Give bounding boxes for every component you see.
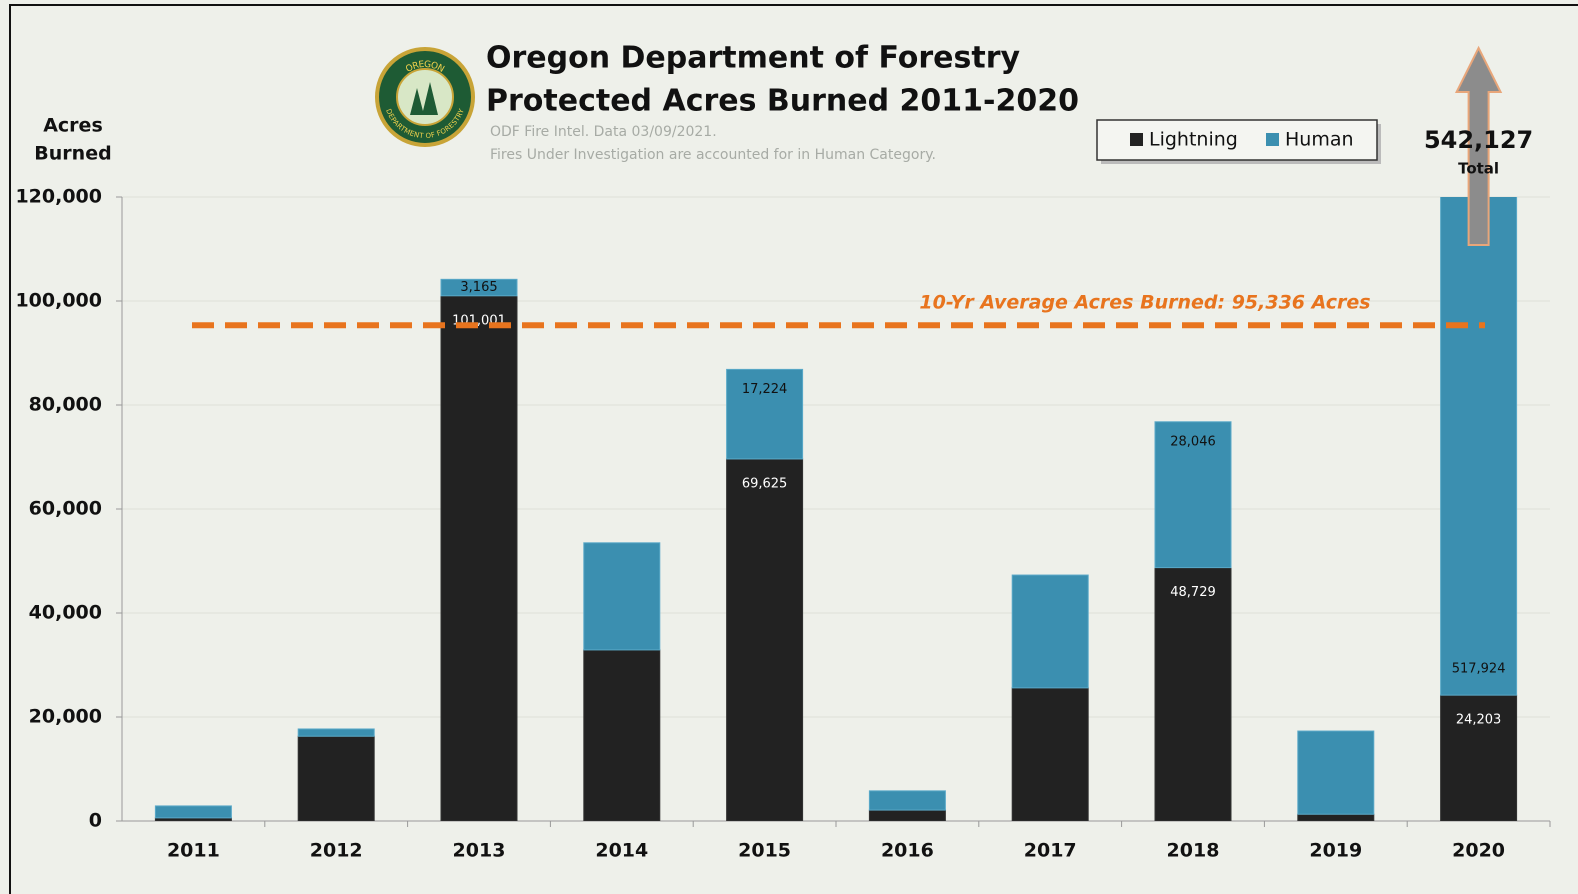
logo: OREGON DEPARTMENT OF FORESTRY — [375, 47, 475, 147]
legend-swatch — [1266, 133, 1279, 146]
bar-segment — [1011, 687, 1089, 821]
x-tick-label: 2011 — [167, 840, 220, 862]
y-tick-label: 60,000 — [29, 498, 102, 520]
value-label: 69,625 — [742, 476, 788, 491]
y-tick-label: 20,000 — [29, 706, 102, 728]
bar-segment — [1440, 197, 1518, 696]
x-tick-label: 2012 — [310, 840, 363, 862]
bar-segment — [154, 805, 232, 819]
bar-segment — [1154, 567, 1232, 821]
legend-box — [1096, 119, 1378, 161]
total-value: 542,127 — [1424, 126, 1533, 154]
subtitle: Fires Under Investigation are accounted … — [490, 147, 936, 163]
value-label: 24,203 — [1456, 713, 1502, 728]
value-label: 48,729 — [1170, 585, 1216, 600]
plot-area — [154, 197, 1518, 821]
bar-segment — [297, 735, 375, 821]
y-tick-label: 0 — [89, 810, 102, 832]
x-tick-label: 2015 — [738, 840, 791, 862]
bar-segment — [1011, 574, 1089, 689]
x-tick-label: 2016 — [881, 840, 934, 862]
legend: Lightning Human — [1096, 119, 1381, 164]
bar-segment — [1154, 421, 1232, 569]
y-axis-label: Burned — [34, 143, 111, 165]
value-label: 517,924 — [1452, 662, 1506, 677]
bar-segment — [1297, 730, 1375, 815]
legend-label: Human — [1285, 129, 1354, 151]
chart-title: Protected Acres Burned 2011-2020 — [486, 84, 1079, 119]
y-tick-label: 120,000 — [15, 186, 102, 208]
average-label: 10-Yr Average Acres Burned: 95,336 Acres — [919, 292, 1370, 314]
y-tick-label: 100,000 — [15, 290, 102, 312]
y-axis-label: Acres — [43, 115, 103, 137]
bar-segment — [868, 790, 946, 811]
logo-text: OREGON — [404, 59, 446, 74]
value-label: 17,224 — [742, 382, 788, 397]
y-tick-label: 80,000 — [29, 394, 102, 416]
bar-segment — [440, 295, 518, 821]
total-caption: Total — [1458, 160, 1499, 178]
bar-segment — [583, 649, 661, 821]
value-label: 28,046 — [1170, 434, 1216, 449]
bar-segment — [726, 368, 804, 460]
subtitle: ODF Fire Intel. Data 03/09/2021. — [490, 124, 717, 140]
x-tick-label: 2018 — [1167, 840, 1220, 862]
chart-title: Oregon Department of Forestry — [486, 41, 1021, 76]
bar-segment — [440, 278, 518, 297]
bar-segment — [1440, 694, 1518, 821]
bar-segment — [583, 542, 661, 651]
x-tick-label: 2020 — [1452, 840, 1505, 862]
bar-segment — [868, 809, 946, 821]
value-label: 3,165 — [460, 280, 497, 295]
bar-segment — [297, 728, 375, 737]
frame — [9, 4, 1578, 894]
y-tick-label: 40,000 — [29, 602, 102, 624]
bar-segment — [1297, 813, 1375, 821]
legend-swatch — [1130, 133, 1143, 146]
x-tick-label: 2019 — [1309, 840, 1362, 862]
x-tick-label: 2013 — [453, 840, 506, 862]
x-tick-label: 2014 — [595, 840, 648, 862]
x-tick-label: 2017 — [1024, 840, 1077, 862]
total-arrow — [1454, 45, 1503, 246]
bar-segment — [726, 458, 804, 821]
legend-label: Lightning — [1149, 129, 1238, 151]
